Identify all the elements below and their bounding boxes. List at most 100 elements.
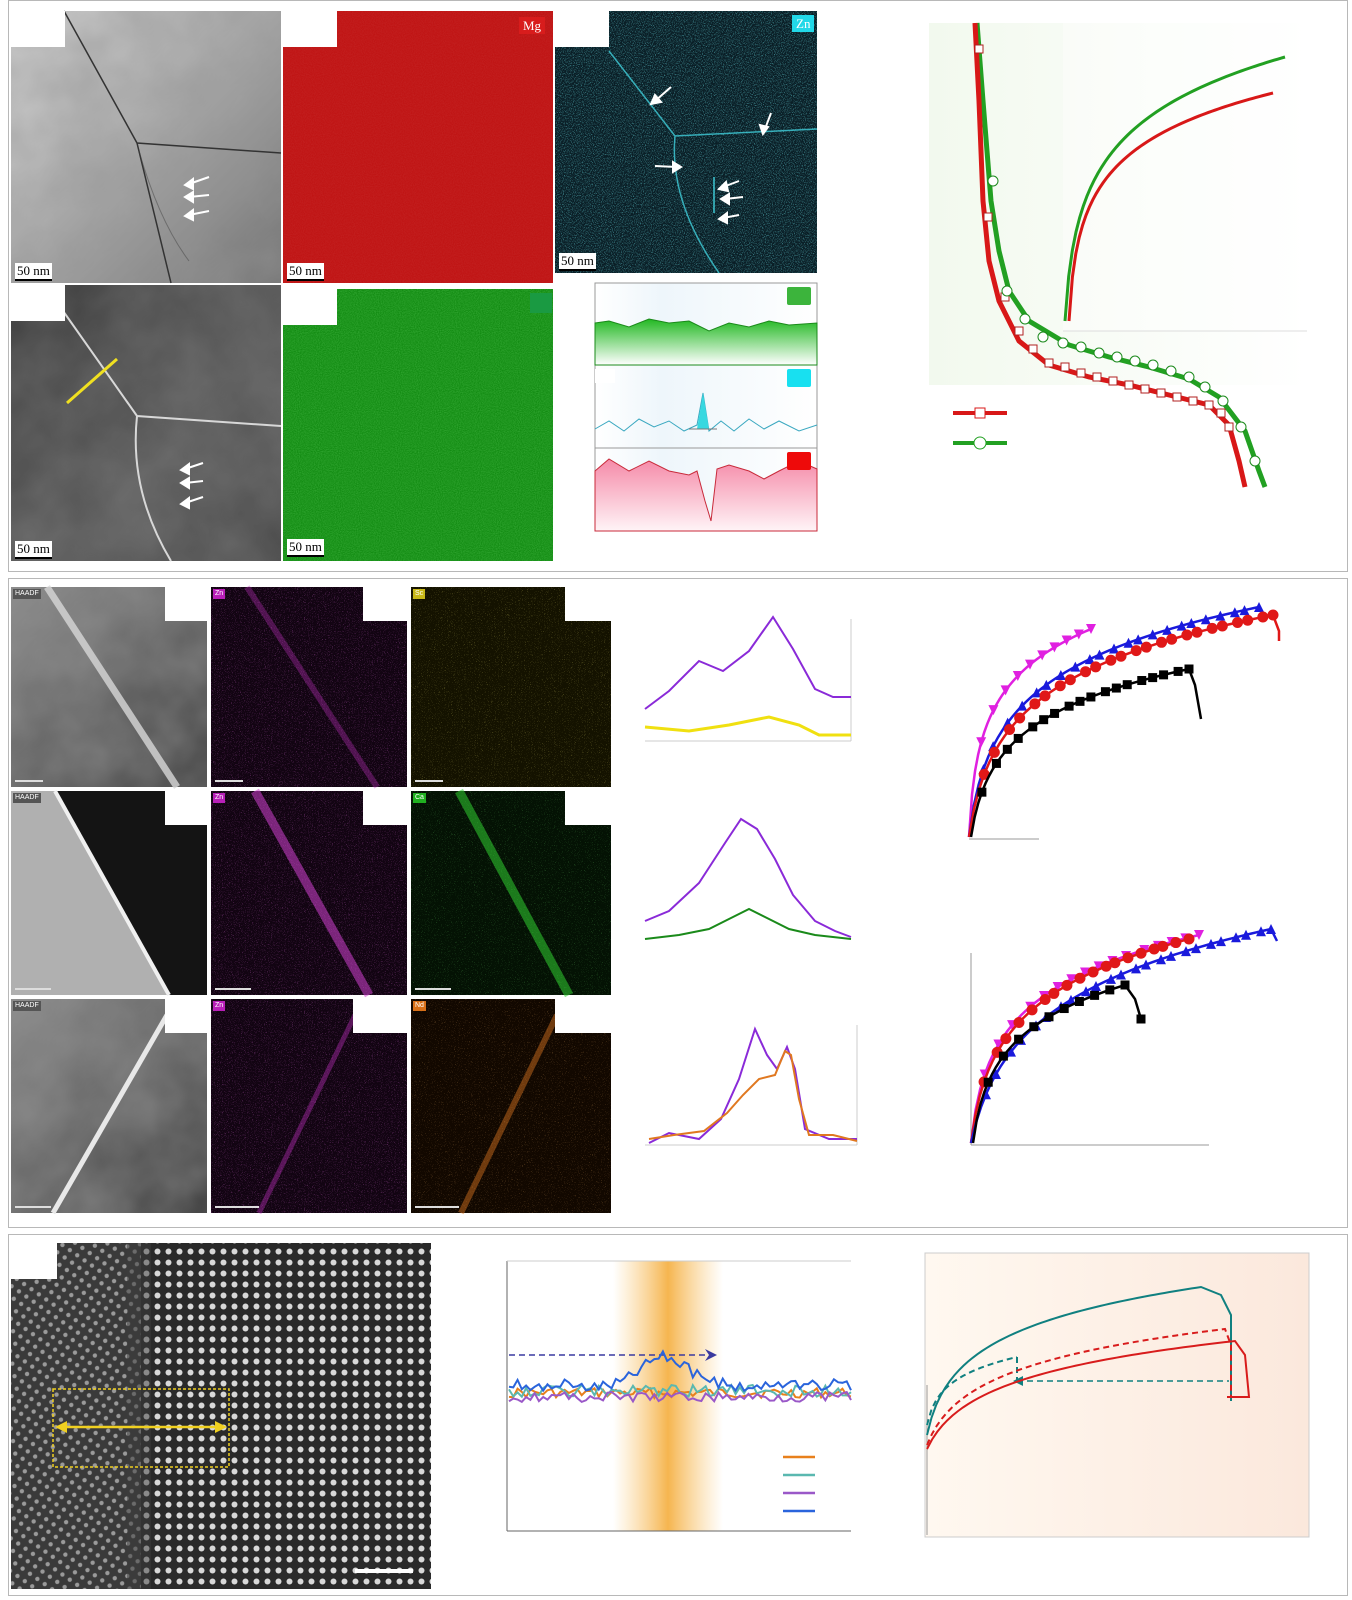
- chart-b-blue-marker: [1156, 954, 1166, 965]
- chart-a-black-marker: [1013, 733, 1023, 743]
- chart-a-blue-marker: [1070, 661, 1081, 672]
- haadf-label: HAADF: [13, 793, 41, 803]
- chart-a-red-marker: [1064, 674, 1076, 686]
- chart-a-black-marker: [1148, 673, 1158, 683]
- haadf-row-3: [11, 999, 207, 1215]
- chart-a-blue-marker: [1176, 620, 1187, 631]
- chart-a-magenta-marker: [1049, 642, 1060, 653]
- chart-b-black-marker: [1120, 980, 1130, 990]
- legend-green-marker: [973, 436, 987, 450]
- decay-green-marker: [1199, 381, 1211, 393]
- chart-b-red-marker: [1026, 1004, 1038, 1016]
- chart-b-magenta-marker: [1194, 930, 1204, 940]
- green-label-swatch: [530, 293, 552, 313]
- decay-red-marker: [1124, 380, 1134, 390]
- chart-a-blue-marker: [1133, 634, 1144, 645]
- panel-2-graphics: [11, 585, 1281, 1215]
- ca-label: Ca: [413, 793, 426, 803]
- panel-label-d: [11, 285, 65, 321]
- chart-b-blue-marker: [1191, 943, 1201, 954]
- chart-a-red-line: [967, 613, 1281, 838]
- chart-a-magenta-marker: [1061, 635, 1072, 646]
- decay-green-marker: [1111, 351, 1123, 363]
- chart-b-black-marker: [983, 1077, 993, 1087]
- chart-a-blue-marker: [1215, 610, 1226, 621]
- scale-bar-label: 50 nm: [15, 263, 52, 281]
- chart-a-magenta-marker: [1037, 650, 1048, 661]
- chart-a-black-marker: [1122, 680, 1132, 690]
- scale-bars-panel-2: [15, 780, 459, 1208]
- chart-a-red-marker: [1014, 712, 1026, 724]
- chart-a-blue-marker: [1254, 602, 1264, 612]
- chart-b-blue-marker: [1131, 963, 1141, 974]
- chart-a-red-marker: [1267, 609, 1279, 621]
- chart-a-red-marker: [1039, 690, 1051, 702]
- decay-red-marker: [1224, 422, 1234, 432]
- decay-red-marker: [974, 44, 984, 54]
- arrow-markers-2: [179, 462, 204, 510]
- chart-a-red-marker: [1206, 622, 1218, 634]
- zn-label: Zn: [792, 15, 815, 32]
- decay-red-marker: [1076, 368, 1086, 378]
- chart-a-black-marker: [1064, 701, 1074, 711]
- panel-1-graphics: [11, 10, 1307, 562]
- chart-b-black-marker: [1074, 997, 1084, 1007]
- legend-red-marker: [974, 407, 986, 419]
- chart-b-black-marker: [1059, 1004, 1069, 1014]
- chart-a-magenta-marker: [1073, 629, 1084, 640]
- decay-red-marker: [1140, 384, 1150, 394]
- ca-map-row-2: [411, 788, 611, 998]
- chart-a-blue-marker: [1017, 700, 1028, 711]
- figure-panel-2: HAADF Zn Sc HAADF Zn Ca HAADF Zn Nd: [8, 578, 1348, 1228]
- sc-label: Sc: [413, 589, 426, 599]
- chart-b-red-marker: [1122, 952, 1134, 964]
- line-profile-stack: [594, 282, 818, 532]
- chart-a-black-marker: [1075, 696, 1085, 706]
- chart-b-red-marker: [1170, 937, 1182, 949]
- decay-green-marker: [987, 175, 999, 187]
- zn-label: Zn: [213, 1001, 226, 1011]
- chart-b-blue-marker: [1006, 1046, 1016, 1057]
- chart-b-red-marker: [1087, 966, 1099, 978]
- decay-green-marker: [1147, 359, 1159, 371]
- chart-b-red-marker: [1183, 933, 1195, 945]
- chart-a-black-marker: [1137, 676, 1147, 686]
- arrow-markers-1: [183, 176, 210, 222]
- profile-arrow-head: [705, 1349, 717, 1361]
- decay-green-marker: [1001, 285, 1013, 297]
- chart-a-red-marker: [1181, 629, 1193, 641]
- scale-bar-label: 50 nm: [559, 253, 596, 271]
- haadf-row-2: [11, 790, 207, 996]
- decay-green-marker: [1165, 365, 1177, 377]
- chart-a-red-marker: [1054, 680, 1066, 692]
- chart-b-magenta-marker: [1080, 967, 1090, 978]
- chart-2-marks: [644, 602, 1281, 1146]
- chart-a-magenta-marker: [1025, 659, 1035, 670]
- decay-green-marker: [1057, 337, 1069, 349]
- chart-b-red-marker: [1013, 1017, 1025, 1029]
- chart-a-black-marker: [1039, 715, 1049, 725]
- chart-b-blue-marker: [1256, 926, 1266, 937]
- haadf-image: [11, 285, 282, 562]
- decay-red-marker: [1108, 376, 1118, 386]
- chart-a-blue-marker: [1229, 607, 1240, 618]
- decay-red-marker: [1092, 372, 1102, 382]
- decay-green-marker: [1037, 331, 1049, 343]
- figure-panel-1: Mg Zn 50 nm 50 nm 50 nm 50 nm 50 nm: [8, 0, 1348, 572]
- decay-green-marker: [1183, 371, 1195, 383]
- chart-b-blue-marker: [991, 1069, 1001, 1080]
- chart-a-blue-marker: [1123, 637, 1134, 648]
- chart-a-blue-marker: [1055, 670, 1066, 681]
- zn-map-row-3: [211, 999, 407, 1215]
- haadf-label: HAADF: [13, 1001, 41, 1011]
- zn-map-row-2: [211, 788, 407, 998]
- decay-red-marker: [1014, 326, 1024, 336]
- chart-a-red-marker: [1115, 650, 1127, 662]
- chart-b-black-marker: [1044, 1012, 1054, 1022]
- chart-3-red-solid: [926, 1339, 1251, 1450]
- decay-green-marker: [1075, 341, 1087, 353]
- chart-a-magenta-marker: [1086, 624, 1096, 634]
- decay-red-marker: [1060, 362, 1070, 372]
- panel-label-c: [555, 11, 609, 47]
- chart-a-black-marker: [1184, 664, 1194, 674]
